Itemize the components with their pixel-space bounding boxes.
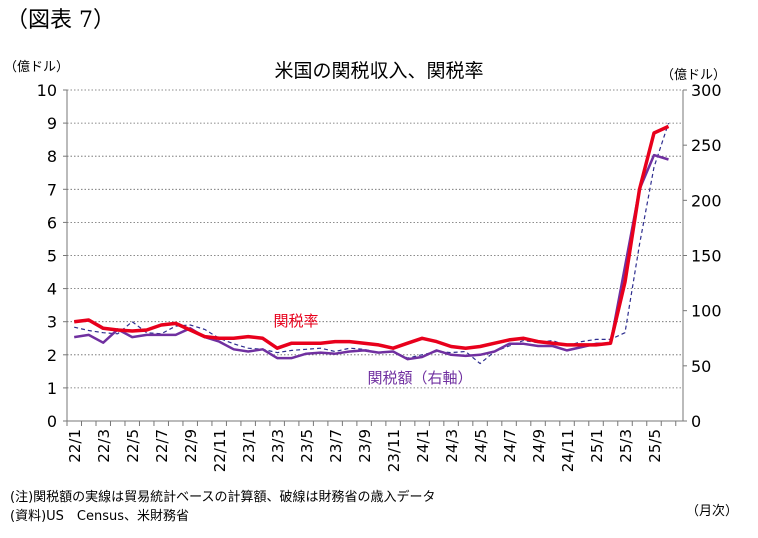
x-tick-label: 22/7 [153,429,171,463]
x-tick-label: 24/7 [501,429,519,463]
y-right-tick-label: 100 [691,302,722,321]
figure-label: （図表 7） [6,8,115,33]
x-tick-label: 24/5 [472,429,490,463]
x-tick-label: 23/5 [298,429,316,463]
x-tick-label: 22/3 [95,429,113,463]
y-left-tick-label: 10 [37,81,57,100]
y-left-tick-label: 6 [47,213,57,232]
axes [63,89,687,426]
chart-source: (資料)US Census、米財務省 [10,509,190,524]
x-tick-label: 25/1 [588,429,606,463]
right-axis-unit: （億ドル） [661,68,727,83]
y-right-tick-label: 50 [691,357,711,376]
y-left-tick-label: 5 [47,247,57,266]
y-left-tick-label: 3 [47,313,57,332]
series-line-2 [74,122,670,365]
y-right-tick-label: 150 [691,247,722,266]
y-left-tick-label: 8 [47,147,57,166]
x-tick-label: 24/11 [559,429,577,472]
x-tick-label: 23/1 [240,429,258,463]
y-left-tick-label: 9 [47,114,57,133]
series-label-0: 関税率 [273,312,318,330]
x-tick-label: 24/9 [530,429,548,463]
y-left-tick-label: 0 [47,412,57,431]
y-right-tick-label: 200 [691,191,722,210]
x-axis-unit: （月次） [686,504,739,519]
y-right-tick-label: 300 [691,81,722,100]
x-tick-label: 23/7 [327,429,345,463]
series-label-1: 関税額（右軸） [367,369,472,387]
gridlines [67,89,683,389]
x-tick-label: 23/11 [385,429,403,472]
x-tick-label: 23/9 [356,429,374,463]
x-tick-label: 25/5 [646,429,664,463]
x-tick-label: 24/1 [414,429,432,463]
chart-title: 米国の関税収入、関税率 [274,60,484,82]
y-left-tick-label: 7 [47,180,57,199]
x-tick-label: 23/3 [269,429,287,463]
x-tick-label: 22/5 [124,429,142,463]
x-tick-label: 25/3 [617,429,635,463]
y-left-tick-label: 4 [47,280,57,299]
x-tick-label: 22/11 [211,429,229,472]
series-lines [73,122,670,365]
series-line-1 [74,153,669,361]
series-line-0 [73,124,670,350]
chart-note: (注)関税額の実線は貿易統計ベースの計算額、破線は財務省の歳入データ [10,490,436,505]
left-axis-unit: （億ドル） [4,60,70,75]
y-left-tick-label: 1 [47,379,57,398]
x-tick-label: 22/9 [182,429,200,463]
y-right-tick-label: 250 [691,136,722,155]
y-right-tick-label: 0 [691,412,701,431]
y-left-tick-label: 2 [47,346,57,365]
x-tick-label: 22/1 [66,429,84,463]
x-tick-label: 24/3 [443,429,461,463]
